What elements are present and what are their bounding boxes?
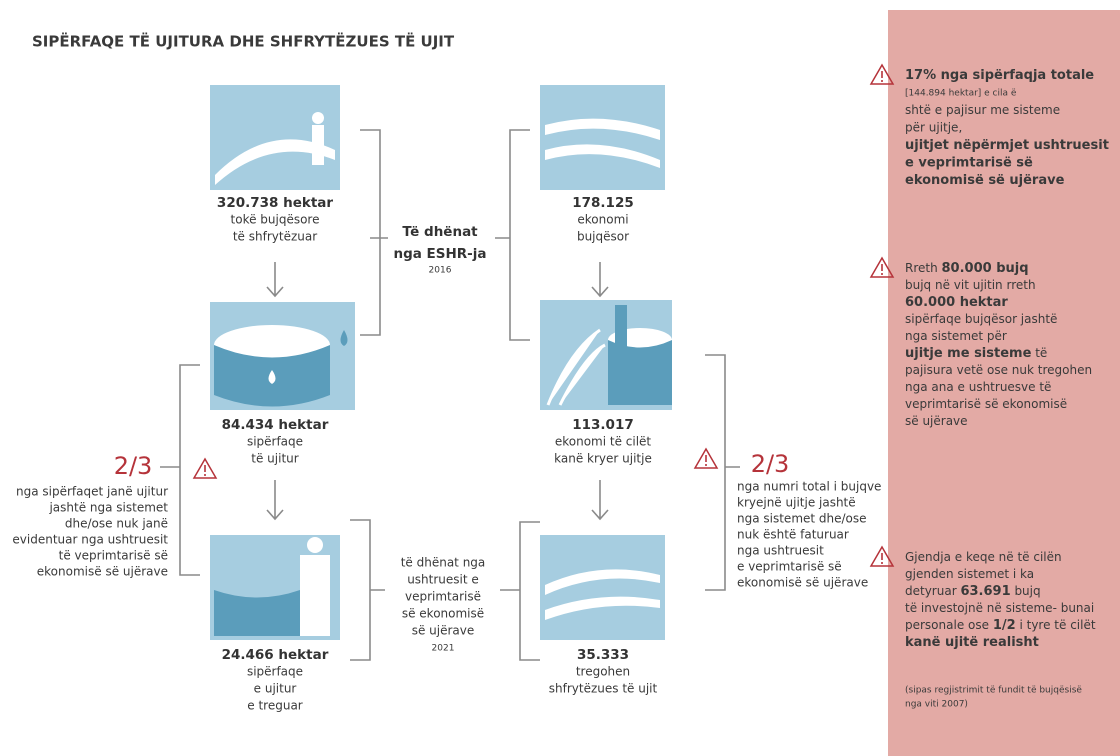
panel-segment: ekonomisë së ujërave (905, 173, 1065, 188)
note-line: nuk është faturuar (737, 528, 849, 542)
panel-segment: nga sistemet për (905, 329, 1007, 343)
infographic: SIPËRFAQE TË UJITURA DHE SHFRYTËZUES TË … (0, 0, 1120, 756)
fraction: 2/3 (751, 450, 790, 478)
panel-segment: 60.000 hektar (905, 295, 1008, 310)
item-label: tokë bujqësore (231, 213, 320, 227)
item-label: të ujitur (251, 452, 298, 466)
panel-line: [144.894 hektar] e cila ë (905, 88, 1017, 98)
footnote: (sipas regjistrimit të fundit të bujqësi… (905, 686, 1082, 696)
note-line: nga sistemet dhe/ose (737, 512, 867, 526)
note-line: të veprimtarisë së (59, 549, 168, 563)
panel-segment: 17% nga sipërfaqja totale (905, 68, 1094, 83)
panel-segment: shtë e pajisur me sisteme (905, 103, 1060, 117)
panel-line: së ujërave (905, 414, 968, 428)
panel-segment: [144.894 hektar] e cila ë (905, 88, 1017, 98)
panel-segment: kanë ujitë realisht (905, 635, 1039, 650)
item-label: kanë kryer ujitje (554, 452, 652, 466)
panel-segment: 1/2 (993, 618, 1016, 633)
item-label: të shfrytëzuar (233, 230, 317, 244)
item-label: e ujitur (254, 682, 297, 696)
note-line: e veprimtarisë së (737, 560, 842, 574)
item-value: 24.466 hektar (222, 647, 329, 663)
panel-line: ujitje me sisteme të (905, 346, 1047, 361)
panel-segment: detyruar (905, 584, 960, 598)
panel-segment: ujitjet nëpërmjet ushtruesit (905, 138, 1109, 153)
title: SIPËRFAQE TË UJITURA DHE SHFRYTËZUES TË … (32, 32, 455, 51)
note-line: dhe/ose nuk janë (65, 517, 168, 531)
panel-segment: bujq në vit ujitin rreth (905, 278, 1036, 292)
note-line: nga ushtruesit (737, 544, 824, 558)
panel-line: veprimtarisë së ekonomisë (905, 397, 1067, 411)
panel-segment: ujitje me sisteme (905, 346, 1032, 361)
panel-line: gjenden sistemet i ka (905, 567, 1034, 581)
panel-segment: personale ose (905, 618, 993, 632)
panel-segment: së ujërave (905, 414, 968, 428)
panel-segment: për ujitje, (905, 120, 962, 134)
panel-line: personale ose 1/2 i tyre të cilët (905, 618, 1096, 633)
panel-segment: Gjendja e keqe në të cilën (905, 550, 1062, 564)
panel-segment: sipërfaqe bujqësor jashtë (905, 312, 1057, 326)
panel-segment: nga ana e ushtruesve të (905, 380, 1051, 394)
panel-segment: veprimtarisë së ekonomisë (905, 397, 1067, 411)
panel-line: 60.000 hektar (905, 295, 1008, 310)
panel-line: Rreth 80.000 bujq (905, 261, 1029, 276)
panel-segment: Rreth (905, 261, 942, 275)
item-label: sipërfaqe (247, 665, 303, 679)
note-line: nga numri total i bujqve (737, 480, 881, 494)
panel-line: 17% nga sipërfaqja totale (905, 68, 1094, 83)
source-label: së ujërave (412, 624, 475, 638)
source-label: ushtruesit e (407, 573, 479, 587)
source-year: 2021 (432, 644, 455, 654)
item-label: shfrytëzues të ujit (549, 682, 658, 696)
note-line: nga sipërfaqet janë ujitur (16, 485, 168, 499)
item-label: tregohen (576, 665, 630, 679)
item-value: 178.125 (572, 195, 634, 211)
panel-line: nga ana e ushtruesve të (905, 380, 1051, 394)
panel-line: bujq në vit ujitin rreth (905, 278, 1036, 292)
note-line: jashtë nga sistemet (48, 501, 168, 515)
source-label: veprimtarisë (405, 590, 481, 604)
note-line: ekonomisë së ujërave (37, 565, 168, 579)
item-label: ekonomi (577, 213, 628, 227)
item-label: bujqësor (577, 230, 629, 244)
note-line: evidentuar nga ushtruesit (12, 533, 168, 547)
panel-line: ujitjet nëpërmjet ushtruesit (905, 138, 1109, 153)
panel-line: sipërfaqe bujqësor jashtë (905, 312, 1057, 326)
source-label: së ekonomisë (402, 607, 484, 621)
panel-segment: i tyre të cilët (1016, 618, 1096, 632)
item-value: 320.738 hektar (217, 195, 333, 211)
note-line: kryejnë ujitje jashtë (737, 496, 856, 510)
panel-segment: bujq (1011, 584, 1041, 598)
panel-segment: 63.691 (960, 584, 1010, 599)
panel-segment: pajisura vetë ose nuk tregohen (905, 363, 1092, 377)
panel-line: të investojnë në sisteme- bunai (905, 601, 1094, 615)
panel-line: Gjendja e keqe në të cilën (905, 550, 1062, 564)
item-label: sipërfaqe (247, 435, 303, 449)
panel-line: kanë ujitë realisht (905, 635, 1039, 650)
item-label: ekonomi të cilët (555, 435, 652, 449)
source-label: të dhënat nga (401, 556, 486, 570)
panel-line: ekonomisë së ujërave (905, 173, 1065, 188)
item-value: 84.434 hektar (222, 417, 329, 433)
panel-line: pajisura vetë ose nuk tregohen (905, 363, 1092, 377)
item-value: 35.333 (577, 647, 629, 663)
source-year: 2016 (429, 266, 452, 276)
panel-line: nga sistemet për (905, 329, 1007, 343)
panel-line: shtë e pajisur me sisteme (905, 103, 1060, 117)
panel-line: për ujitje, (905, 120, 962, 134)
panel-segment: 80.000 bujq (942, 261, 1029, 276)
item-value: 113.017 (572, 417, 634, 433)
note-line: ekonomisë së ujërave (737, 576, 868, 590)
panel-segment: e veprimtarisë së (905, 155, 1033, 170)
panel-segment: të (1031, 346, 1047, 360)
source-label: nga ESHR-ja (393, 246, 486, 262)
source-label: Të dhënat (402, 224, 478, 240)
panel-segment: të investojnë në sisteme- bunai (905, 601, 1094, 615)
panel-line: detyruar 63.691 bujq (905, 584, 1041, 599)
footnote: nga viti 2007) (905, 700, 968, 710)
item-label: e treguar (247, 699, 303, 713)
panel-segment: gjenden sistemet i ka (905, 567, 1034, 581)
panel-line: e veprimtarisë së (905, 155, 1033, 170)
fraction: 2/3 (114, 452, 153, 480)
